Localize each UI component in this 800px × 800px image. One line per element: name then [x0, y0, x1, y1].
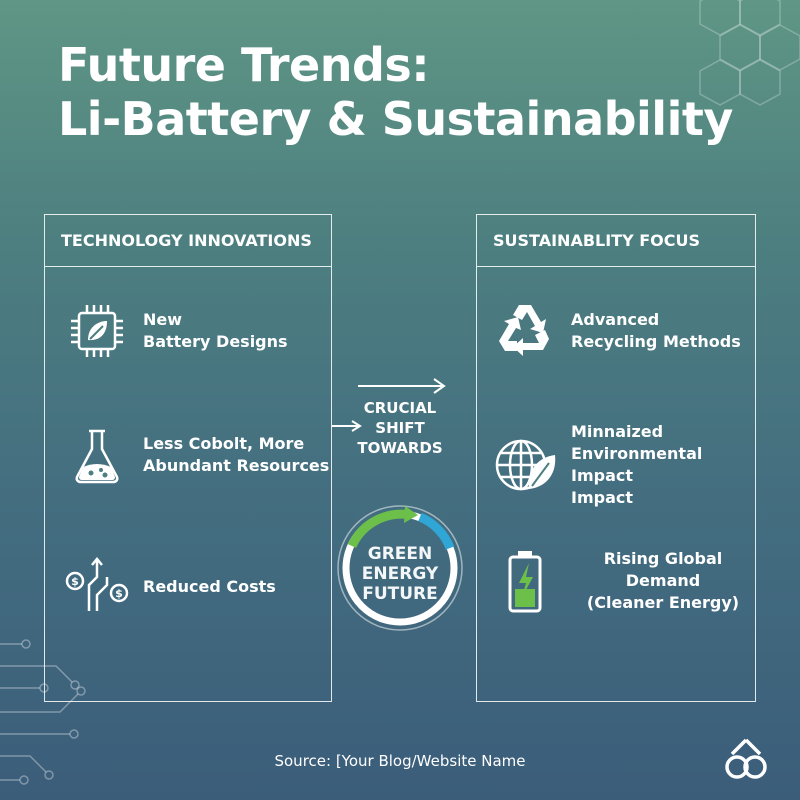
- source-credit: Source: [Your Blog/Website Name: [274, 752, 526, 770]
- arrow-right-icon: [358, 378, 446, 394]
- hexagon-pattern: [699, 0, 800, 106]
- page-title: Future Trends: Li-Battery & Sustainabili…: [58, 38, 733, 146]
- shift-label: CRUCIAL SHIFT TOWARDS: [357, 399, 443, 457]
- item-label: Minnaized Environmental Impact Impact: [571, 422, 703, 507]
- item-label: Advanced Recycling Methods: [571, 310, 741, 351]
- green-energy-ring: [337, 505, 463, 631]
- list-item-global-demand: Rising Global Demand (Cleaner Energy): [489, 545, 755, 617]
- item-label: Reduced Costs: [143, 577, 276, 596]
- svg-text:$: $: [71, 575, 79, 588]
- cost-arrows-icon: $ $: [65, 557, 129, 611]
- flask-icon: [75, 429, 119, 484]
- battery-charging-icon: [508, 551, 542, 613]
- small-arrow-right-icon: [332, 420, 362, 432]
- ring-label: GREEN ENERGY FUTURE: [361, 544, 439, 604]
- item-label: Less Cobolt, More Abundant Resources: [143, 434, 330, 475]
- list-item-abundant-resources: Less Cobolt, More Abundant Resources: [61, 419, 329, 491]
- list-item-recycling: Advanced Recycling Methods: [489, 295, 741, 367]
- brand-logo-icon: [725, 738, 767, 779]
- sustainability-focus-panel: SUSTAINABLITY FOCUS Advanced Recycling M…: [476, 214, 756, 702]
- title-line-1: Future Trends:: [58, 38, 430, 92]
- panel-header-sustainability: SUSTAINABLITY FOCUS: [477, 215, 755, 267]
- list-item-reduced-costs: $ $ Reduced Costs: [61, 551, 276, 623]
- list-item-battery-designs: New Battery Designs: [61, 295, 288, 367]
- item-label: New Battery Designs: [143, 310, 288, 351]
- item-label: Rising Global Demand (Cleaner Energy): [586, 549, 740, 612]
- svg-text:$: $: [115, 587, 123, 600]
- technology-innovations-panel: TECHNOLOGY INNOVATIONS New Battery Desig…: [44, 214, 332, 702]
- title-line-2: Li-Battery & Sustainability: [58, 92, 733, 146]
- recycle-icon: [499, 305, 549, 356]
- chip-leaf-icon: [71, 305, 123, 357]
- list-item-environmental-impact: Minnaized Environmental Impact Impact: [489, 421, 755, 509]
- panel-header-technology: TECHNOLOGY INNOVATIONS: [45, 215, 331, 267]
- globe-leaf-icon: [495, 439, 556, 491]
